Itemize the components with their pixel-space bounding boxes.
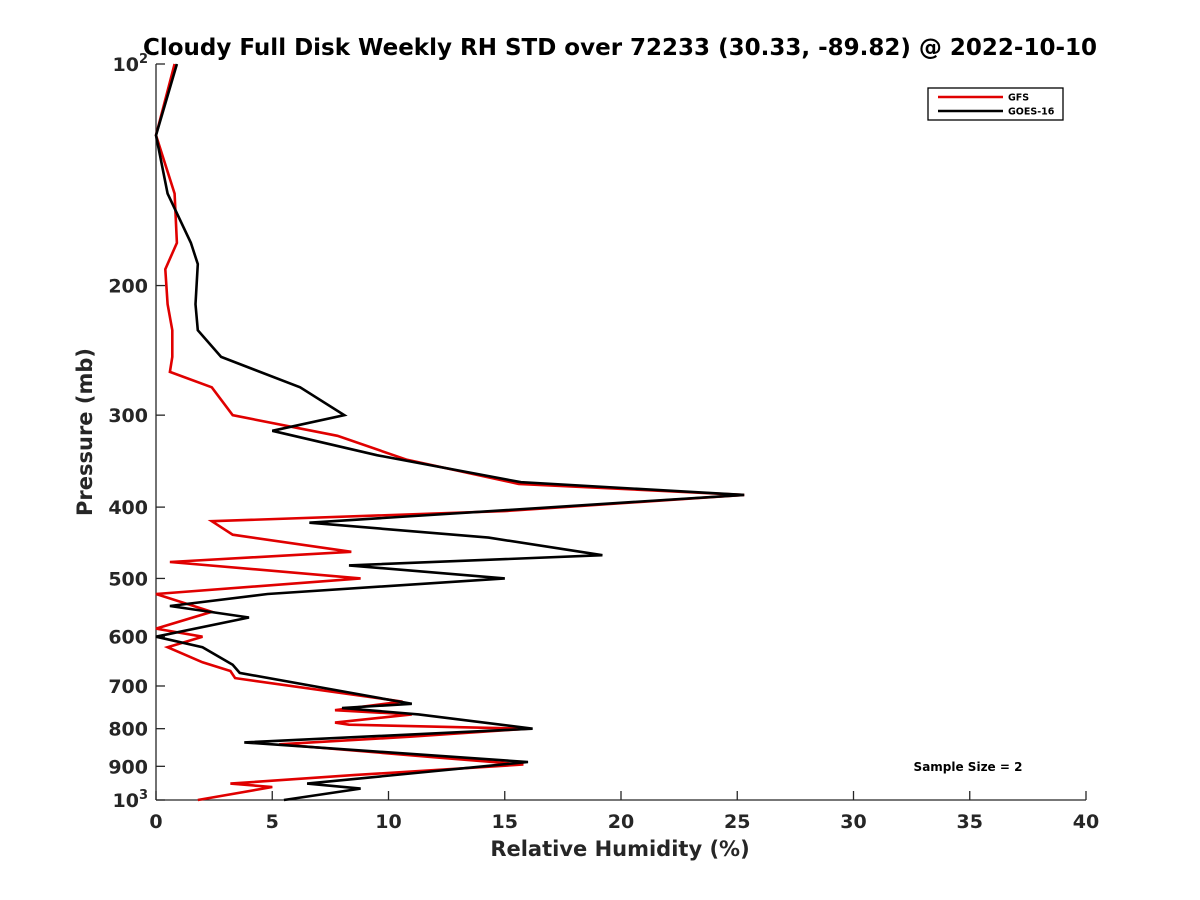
x-tick-label: 5 — [266, 811, 279, 833]
series-line-gfs — [154, 63, 745, 802]
y-tick-label: 200 — [108, 276, 148, 298]
chart-title: Cloudy Full Disk Weekly RH STD over 7223… — [143, 35, 1097, 61]
plot-area: 0 5 10 15 20 25 30 35 40 102 200 300 400 500 600 700 800… — [108, 52, 1099, 833]
x-tick-label: 35 — [957, 811, 983, 833]
y-tick-label: 400 — [108, 497, 148, 519]
x-tick-label: 30 — [840, 811, 866, 833]
y-tick-label: 500 — [108, 568, 148, 590]
legend-box — [927, 87, 1064, 121]
series-line-goes-16 — [154, 63, 745, 802]
legend-entry-label: GFS — [1008, 93, 1029, 104]
x-tick-label: 15 — [492, 811, 518, 833]
y-tick-label: 800 — [108, 719, 148, 741]
x-tick-label: 0 — [149, 811, 162, 833]
legend-entry-label: GOES-16 — [1008, 107, 1055, 118]
y-tick-label: 600 — [108, 627, 148, 649]
x-tick-label: 20 — [608, 811, 634, 833]
y-tick-label: 300 — [108, 405, 148, 427]
legend: GFS GOES-16 — [927, 87, 1064, 121]
x-axis-label: Relative Humidity (%) — [490, 837, 749, 861]
y-axis-label: Pressure (mb) — [73, 348, 97, 516]
x-tick-label: 25 — [724, 811, 750, 833]
y-tick-label: 900 — [108, 756, 148, 778]
y-tick-label: 103 — [113, 788, 149, 812]
x-tick-label: 40 — [1073, 811, 1099, 833]
sample-size-annotation: Sample Size = 2 — [914, 760, 1023, 774]
y-tick-label: 102 — [113, 52, 149, 76]
y-tick-label: 700 — [108, 676, 148, 698]
x-tick-label: 10 — [375, 811, 401, 833]
